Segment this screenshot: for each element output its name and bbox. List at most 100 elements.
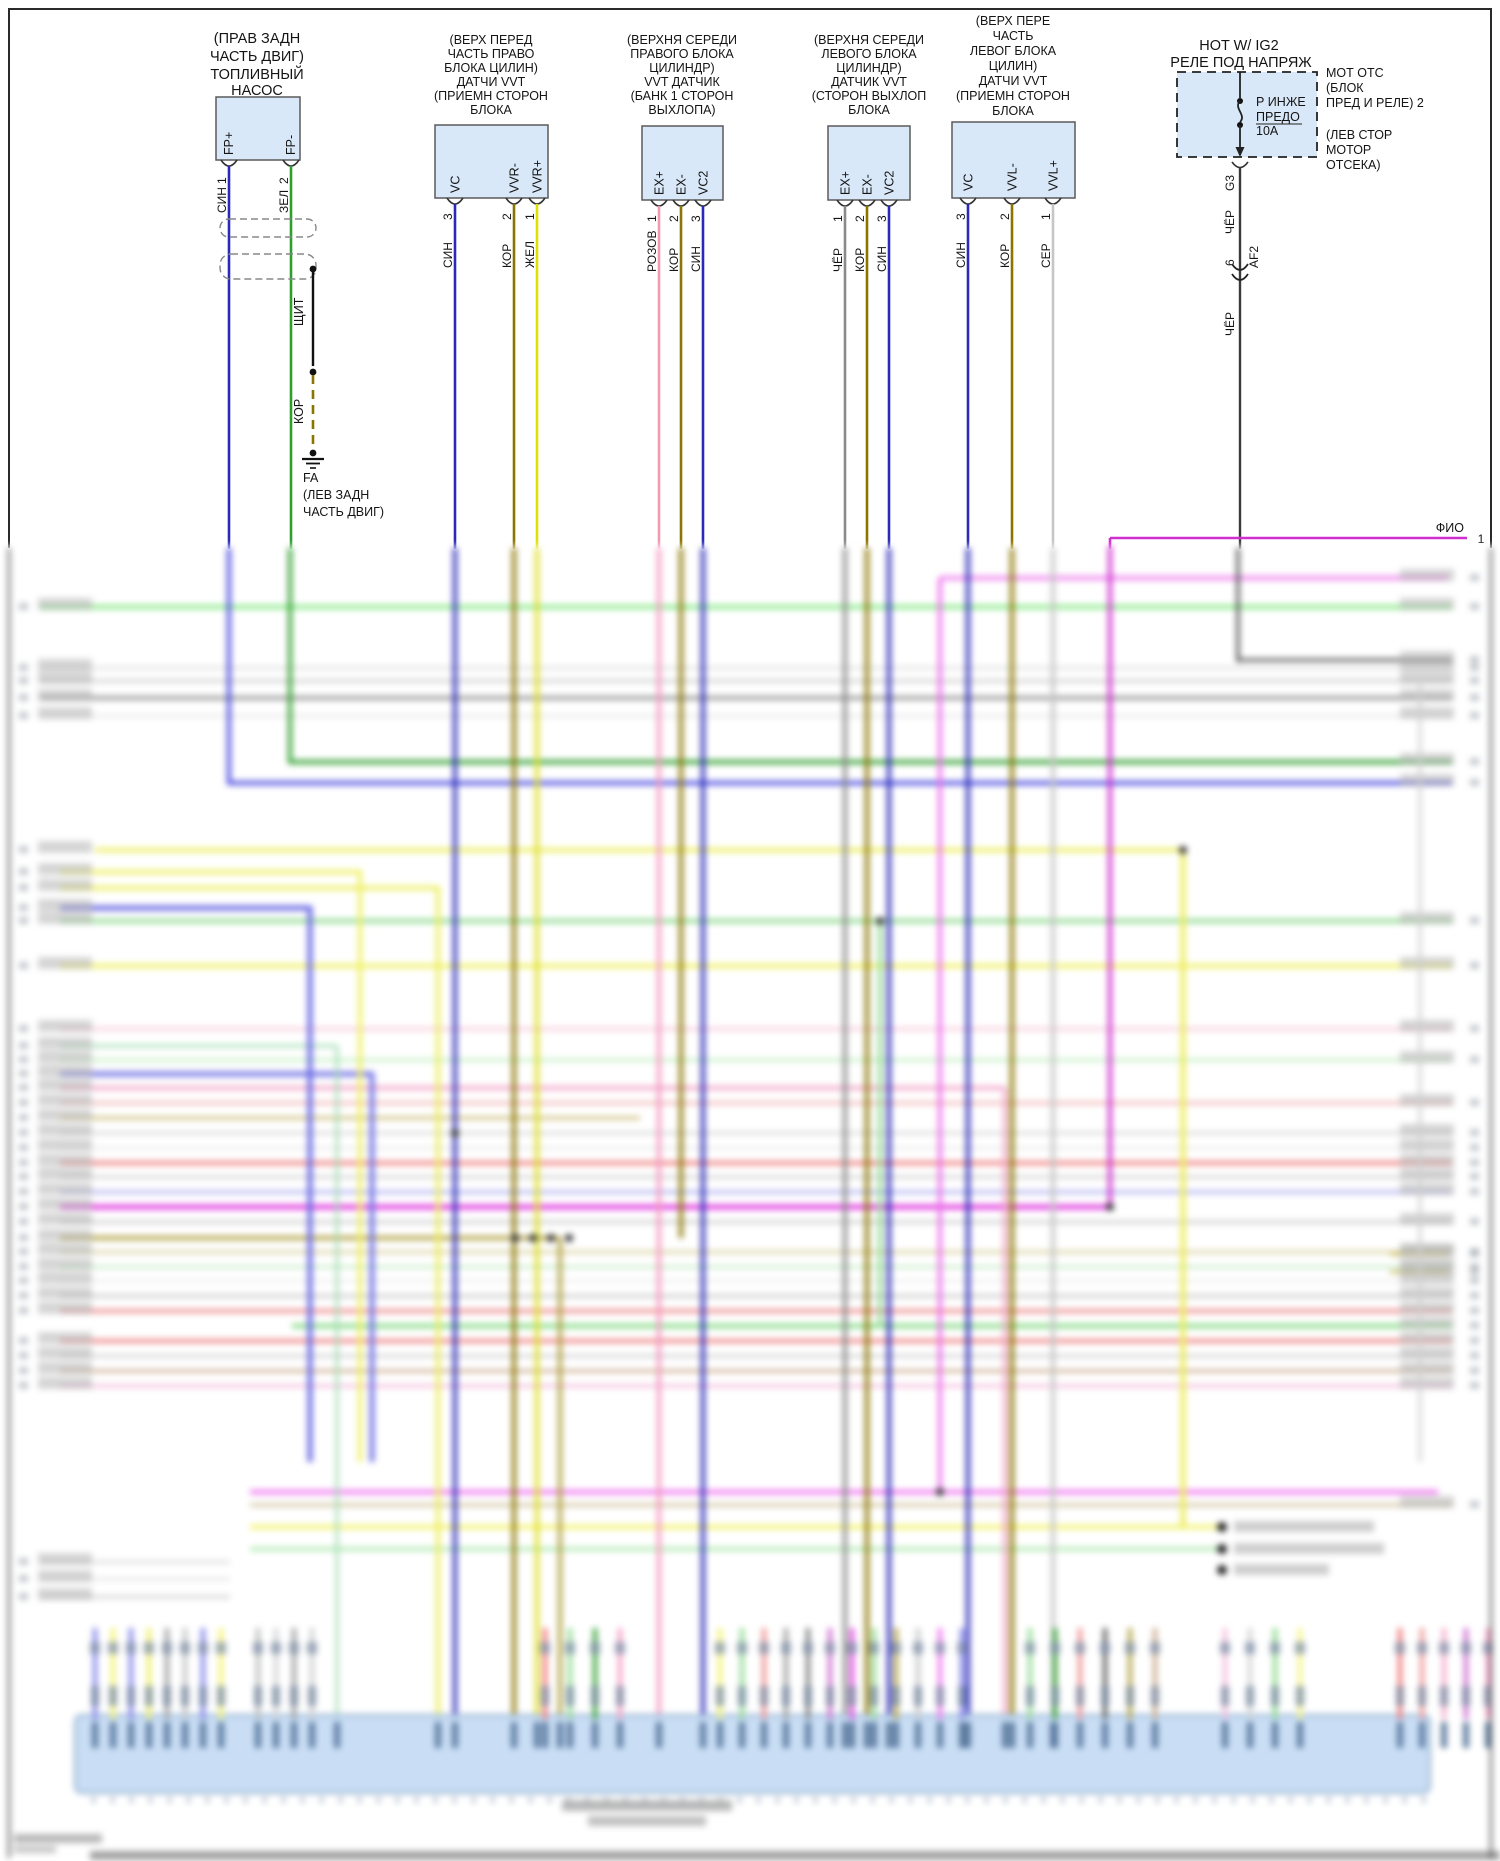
fuse-label: ПРЕДО: [1256, 110, 1300, 124]
blurred-wiring-art: [0, 546, 1500, 1861]
pin-number: 6: [1223, 259, 1237, 266]
blurred-pin-number: [891, 1642, 901, 1654]
relay-location-label: ПРЕД И РЕЛЕ) 2: [1326, 96, 1424, 110]
wire-color-label: КОР: [998, 244, 1012, 268]
blurred-pin-number: [1470, 1159, 1479, 1166]
pin-socket-icon: [694, 199, 712, 207]
wire-color-label: СИН: [215, 187, 229, 213]
blurred-text-blob: [1400, 1287, 1454, 1299]
ecu-pin-mark: [1247, 1722, 1253, 1748]
pin-socket-icon: [282, 159, 300, 167]
fio-wire: ФИО 1: [1108, 521, 1485, 549]
ecu-pin-mark: [827, 1722, 833, 1748]
connector-label: ЦИЛИНДР): [836, 61, 901, 75]
legend-dot-icon: [1217, 1565, 1227, 1575]
blurred-pin-number: [19, 1218, 28, 1225]
wire-color-label: КОР: [853, 248, 867, 272]
blurred-pin-number: [1470, 694, 1479, 701]
blurred-text-blob: [1400, 651, 1454, 663]
blurred-text-blob: [1400, 1183, 1454, 1195]
blurred-text-blob: [1400, 1332, 1454, 1344]
blurred-pin-number: [19, 904, 28, 911]
pin-name: VVR+: [531, 160, 545, 193]
pin-name: EX-: [675, 174, 689, 195]
blurred-pin-number: [1484, 1686, 1492, 1706]
pin-name: EX-: [861, 174, 875, 195]
ecu-pin-tick: [1023, 1797, 1026, 1803]
blurred-text-blob: [1400, 1245, 1454, 1257]
ecu-pin-mark: [334, 1722, 340, 1748]
blurred-pin-number: [1470, 1367, 1479, 1374]
pin-number: 3: [875, 215, 889, 222]
ecu-pin-mark: [1002, 1722, 1008, 1748]
blurred-pin-number: [1470, 1263, 1479, 1270]
blurred-text-blob: [38, 1198, 92, 1210]
blurred-pin-number: [1296, 1686, 1304, 1706]
blurred-text-blob: [1400, 1213, 1454, 1225]
ecu-pin-tick: [510, 1797, 513, 1803]
vvt-sensor-bank1-exhaust-connector: (ВЕРХНЯ СЕРЕДИ ПРАВОГО БЛОКА ЦИЛИНДР) VV…: [627, 33, 737, 549]
blurred-pin-number: [1396, 1686, 1404, 1706]
blurred-pin-number: [958, 1686, 966, 1706]
ecu-pin-mark: [1050, 1722, 1056, 1748]
ecu-pin-mark: [567, 1722, 573, 1748]
blurred-pin-number: [272, 1686, 280, 1706]
ecu-pin-tick: [1422, 1797, 1425, 1803]
junction-dot: [547, 1234, 555, 1242]
connector-label: (ПРИЕМН СТОРОН: [956, 89, 1070, 103]
ecu-pin-tick: [947, 1797, 950, 1803]
pin-socket-icon: [505, 197, 523, 205]
connector-label: ТОПЛИВНЫЙ: [210, 65, 303, 83]
pin-socket-icon: [959, 197, 977, 205]
blurred-pin-number: [1483, 1642, 1493, 1654]
blurred-text-blob: [38, 1570, 92, 1582]
blurred-pin-number: [19, 1352, 28, 1359]
wire-color-label: СИН: [875, 246, 889, 272]
ecu-pin-tick: [130, 1797, 133, 1803]
blurred-pin-number: [216, 1642, 226, 1654]
blurred-pin-number: [935, 1642, 945, 1654]
pin-socket-icon: [446, 197, 464, 205]
wire-color-label: ЗЕЛ: [277, 190, 291, 213]
pin-number: 1: [831, 215, 845, 222]
blurred-text-blob: [1400, 774, 1454, 786]
blurred-pin-number: [1470, 1144, 1479, 1151]
connector-box: [215, 96, 301, 161]
blurred-pin-number: [1100, 1642, 1110, 1654]
blurred-pin-number: [19, 884, 28, 891]
ecu-pin-tick: [396, 1797, 399, 1803]
ecu-pin-tick: [1384, 1797, 1387, 1803]
blurred-pin-number: [19, 712, 28, 719]
ecu-pin-mark: [218, 1722, 224, 1748]
wire-net-label: ФИО: [1436, 521, 1464, 535]
blurred-pin-number: [1470, 664, 1479, 671]
blurred-text-blob: [38, 1377, 92, 1389]
ecu-pin-mark: [1485, 1722, 1491, 1748]
wire-color-label: ЧЁР: [1223, 312, 1237, 336]
blurred-pin-number: [1101, 1686, 1109, 1706]
ecu-pin-mark: [511, 1722, 517, 1748]
blurred-text-blob: [1400, 1020, 1454, 1032]
junction-dot: [309, 265, 317, 273]
blurred-text-blob: [38, 1065, 92, 1077]
blurred-pin-number: [19, 1159, 28, 1166]
connector-label: БЛОКА: [848, 103, 890, 117]
blurred-text-blob: [38, 879, 92, 891]
blurred-pin-number: [1076, 1686, 1084, 1706]
connector-label: (ВЕРХНЯ СЕРЕДИ: [814, 33, 924, 47]
ecu-pin-mark: [700, 1722, 706, 1748]
blurred-pin-number: [19, 1025, 28, 1032]
connector-label: ДАТЧИ VVT: [979, 74, 1048, 88]
ecu-pin-tick: [738, 1797, 741, 1803]
connector-label: (ПРИЕМН СТОРОН: [434, 89, 548, 103]
ground-location: (ЛЕВ ЗАДН: [303, 488, 369, 502]
ecu-connector-border: [74, 1714, 1431, 1794]
blurred-text-blob: [38, 1347, 92, 1359]
pin-socket-icon: [1231, 161, 1249, 169]
wire-color-label: ЖЕЛ: [523, 241, 537, 268]
connector-box: [951, 121, 1076, 199]
ecu-pin-tick: [472, 1797, 475, 1803]
ecu-pin-mark: [146, 1722, 152, 1748]
blurred-pin-number: [19, 1173, 28, 1180]
ecu-pin-tick: [377, 1797, 380, 1803]
